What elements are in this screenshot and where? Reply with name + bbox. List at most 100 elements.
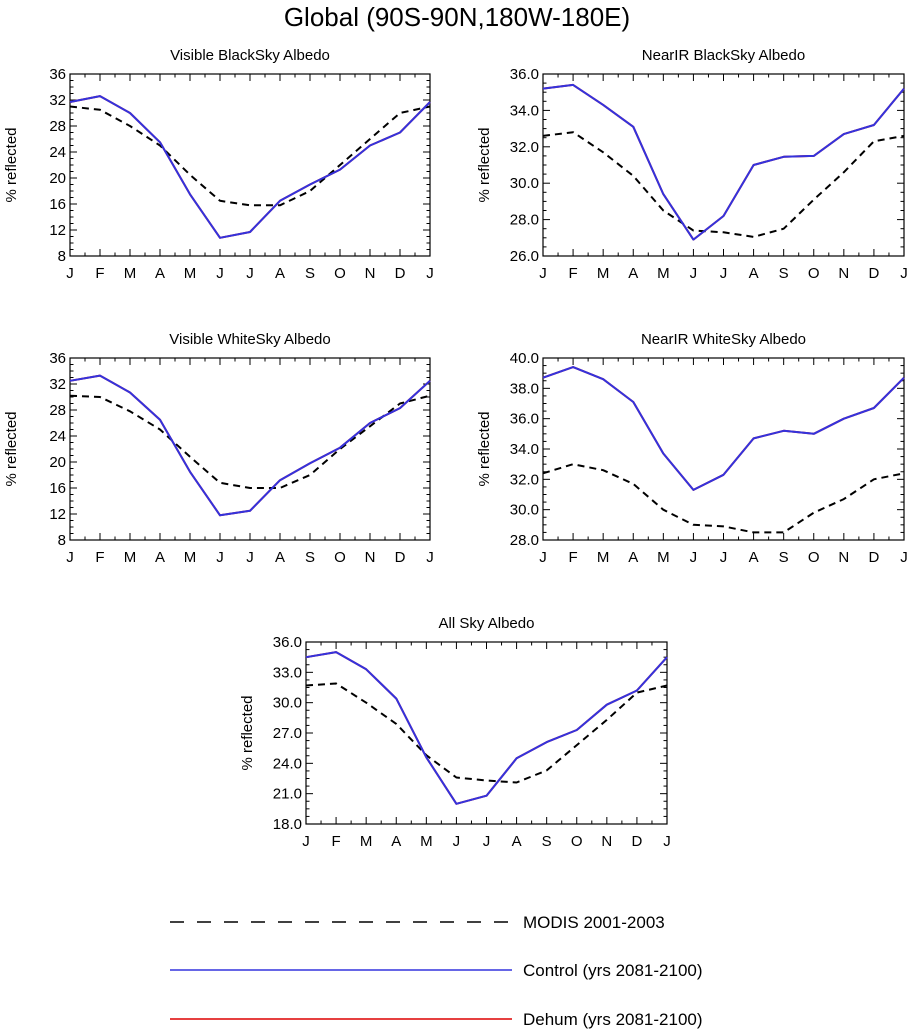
- x-tick-label: A: [749, 549, 759, 566]
- x-tick-label: S: [779, 265, 789, 282]
- series-line-dehum: [542, 366, 905, 491]
- x-tick-label: J: [690, 265, 698, 282]
- x-tick-label: J: [720, 265, 728, 282]
- x-tick-label: J: [539, 265, 547, 282]
- y-tick-label: 12: [49, 222, 66, 239]
- y-axis-label: % reflected: [239, 695, 256, 770]
- y-tick-label: 24.0: [273, 755, 302, 772]
- x-tick-label: S: [779, 549, 789, 566]
- panel-title: All Sky Albedo: [439, 615, 535, 632]
- x-tick-label: O: [334, 265, 346, 282]
- y-tick-label: 30.0: [273, 695, 302, 712]
- x-tick-label: F: [331, 833, 340, 850]
- y-tick-label: 34.0: [510, 102, 539, 119]
- y-tick-label: 30.0: [510, 175, 539, 192]
- x-tick-label: F: [568, 549, 577, 566]
- x-tick-label: M: [360, 833, 373, 850]
- y-tick-label: 16: [49, 480, 66, 497]
- panel-title: Visible WhiteSky Albedo: [169, 331, 330, 348]
- x-tick-label: J: [483, 833, 491, 850]
- x-tick-label: J: [453, 833, 461, 850]
- x-tick-label: D: [868, 549, 879, 566]
- y-tick-label: 32.0: [510, 139, 539, 156]
- y-tick-label: 27.0: [273, 725, 302, 742]
- series-line-control: [542, 83, 905, 241]
- x-tick-label: A: [391, 833, 401, 850]
- y-tick-label: 20: [49, 454, 66, 471]
- x-tick-label: M: [657, 265, 670, 282]
- y-tick-label: 32: [49, 376, 66, 393]
- x-tick-label: N: [838, 265, 849, 282]
- y-tick-label: 18.0: [273, 816, 302, 833]
- x-tick-label: M: [124, 265, 137, 282]
- legend: MODIS 2001-2003 Control (yrs 2081-2100) De…: [170, 913, 703, 1029]
- panel-title: Visible BlackSky Albedo: [170, 47, 330, 64]
- x-tick-label: J: [246, 265, 254, 282]
- legend-label-2: Control (yrs 2081-2100): [523, 961, 703, 980]
- y-tick-label: 36: [49, 350, 66, 367]
- series-line-dehum: [69, 95, 431, 239]
- plot-frame: [69, 73, 431, 257]
- series-line-modis: [542, 131, 905, 238]
- y-tick-label: 20: [49, 170, 66, 187]
- series-line-control: [305, 651, 668, 805]
- y-tick-label: 21.0: [273, 786, 302, 803]
- legend-label-1: MODIS 2001-2003: [523, 913, 665, 932]
- x-tick-label: M: [420, 833, 433, 850]
- x-tick-label: N: [601, 833, 612, 850]
- series-line-modis: [542, 463, 905, 534]
- x-tick-label: N: [365, 549, 376, 566]
- x-tick-label: J: [720, 549, 728, 566]
- x-tick-label: M: [184, 265, 197, 282]
- plot-frame: [542, 357, 905, 541]
- x-tick-label: J: [426, 265, 434, 282]
- y-tick-label: 40.0: [510, 350, 539, 367]
- y-tick-label: 12: [49, 506, 66, 523]
- x-tick-label: M: [597, 549, 610, 566]
- y-tick-label: 28: [49, 402, 66, 419]
- x-tick-label: M: [657, 549, 670, 566]
- y-tick-label: 38.0: [510, 380, 539, 397]
- x-tick-label: A: [275, 549, 285, 566]
- x-tick-label: N: [838, 549, 849, 566]
- x-tick-label: J: [900, 265, 908, 282]
- x-tick-label: O: [571, 833, 583, 850]
- y-tick-label: 36.0: [510, 411, 539, 428]
- x-tick-label: F: [568, 265, 577, 282]
- y-axis-label: % reflected: [3, 127, 20, 202]
- x-tick-label: J: [539, 549, 547, 566]
- x-tick-label: F: [95, 265, 104, 282]
- y-tick-label: 30.0: [510, 502, 539, 519]
- y-tick-label: 8: [58, 248, 66, 265]
- x-tick-label: M: [597, 265, 610, 282]
- x-tick-label: S: [305, 265, 315, 282]
- x-tick-label: M: [124, 549, 137, 566]
- figure-title: Global (90S-90N,180W-180E): [284, 2, 630, 32]
- x-tick-label: A: [155, 549, 165, 566]
- y-tick-label: 32.0: [510, 471, 539, 488]
- series-line-control: [542, 366, 905, 491]
- y-tick-label: 28: [49, 118, 66, 135]
- x-tick-label: J: [66, 549, 74, 566]
- x-tick-label: D: [395, 549, 406, 566]
- x-tick-label: A: [628, 265, 638, 282]
- plot-frame: [69, 357, 431, 541]
- y-axis-label: % reflected: [3, 411, 20, 486]
- x-tick-label: A: [628, 549, 638, 566]
- y-tick-label: 36.0: [510, 66, 539, 83]
- y-tick-label: 28.0: [510, 532, 539, 549]
- x-tick-label: S: [305, 549, 315, 566]
- y-tick-label: 26.0: [510, 248, 539, 265]
- y-tick-label: 36.0: [273, 634, 302, 651]
- y-axis-label: % reflected: [476, 127, 493, 202]
- x-tick-label: F: [95, 549, 104, 566]
- y-tick-label: 24: [49, 144, 66, 161]
- legend-label-3: Dehum (yrs 2081-2100): [523, 1010, 703, 1029]
- x-tick-label: A: [275, 265, 285, 282]
- chart-panels: Visible BlackSky Albedo J F M A M J J A S O N D J 8 12 1…: [3, 47, 908, 850]
- x-tick-label: A: [155, 265, 165, 282]
- y-tick-label: 33.0: [273, 664, 302, 681]
